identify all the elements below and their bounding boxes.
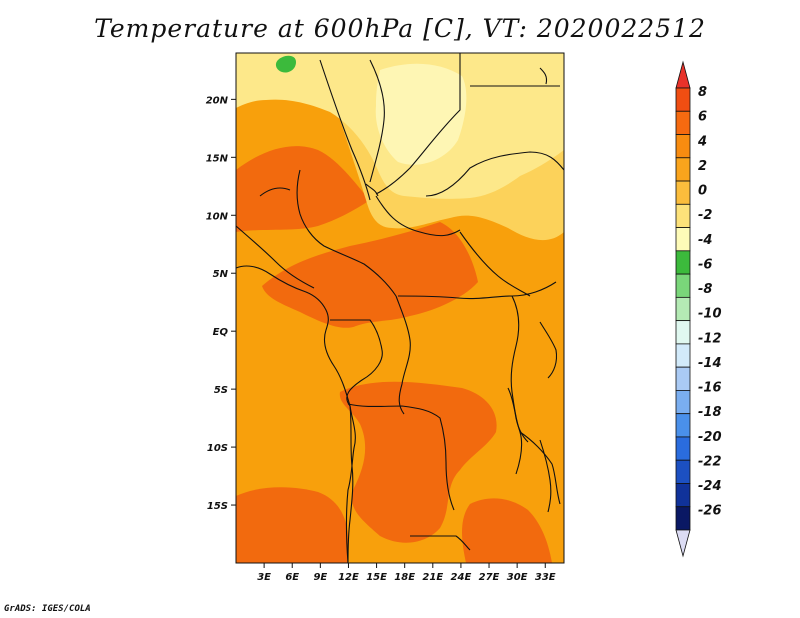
colorbar-label: -2 xyxy=(698,208,712,223)
field-layer-warm4-southeast xyxy=(462,498,552,563)
colorbar-bottom-arrow xyxy=(675,529,691,558)
colorbar-swatch xyxy=(675,296,691,322)
border-line xyxy=(330,319,383,407)
colorbar-label: -12 xyxy=(698,331,722,346)
colorbar-swatch xyxy=(675,273,691,298)
colorbar-swatch xyxy=(675,203,691,228)
longitude-axis: 3E 6E 9E 12E 15E 18E 21E 24E 27E 30E 33E xyxy=(257,563,556,583)
lon-tick-label: 24E xyxy=(451,572,472,583)
border-line xyxy=(259,187,291,197)
colorbar-swatch xyxy=(675,436,691,461)
colorbar-top-arrow xyxy=(675,60,691,89)
border-line xyxy=(539,321,558,379)
border-line xyxy=(375,53,461,195)
border-line xyxy=(347,403,455,511)
colorbar-swatch xyxy=(675,506,691,531)
colorbar-swatch xyxy=(675,157,691,182)
colorbar-label: -16 xyxy=(698,381,722,396)
colorbar-label: -4 xyxy=(698,233,712,248)
field-layer-warm4-south xyxy=(339,381,497,543)
lake-outline xyxy=(365,183,379,197)
colorbar-label: -20 xyxy=(698,430,722,445)
lat-tick-label: 10N xyxy=(206,211,229,222)
colorbar-label: -26 xyxy=(698,504,722,519)
map-title: Temperature at 600hPa [C], VT: 202002251… xyxy=(94,14,706,43)
border-line xyxy=(235,225,315,289)
colorbar-swatch xyxy=(675,180,691,205)
map-frame xyxy=(235,52,565,564)
lat-tick-label: 10S xyxy=(207,443,228,454)
temperature-map: 20N 15N 10N 5N EQ 5S 10S 15S 3E 6E 9E 12E 15E 18E 21E… xyxy=(206,52,565,583)
border-line xyxy=(319,59,371,201)
colorbar-label: -8 xyxy=(698,282,712,297)
lake-outline xyxy=(507,387,529,443)
colorbar-label: -24 xyxy=(698,479,722,494)
colorbar-label: 4 xyxy=(697,134,707,149)
colorbar-swatch xyxy=(675,320,691,345)
border-line xyxy=(347,405,354,564)
colorbar-label: -6 xyxy=(698,257,712,272)
colorbar-label: 8 xyxy=(698,85,707,100)
border-line xyxy=(395,295,411,415)
colorbar-swatch xyxy=(675,87,691,112)
lon-tick-label: 27E xyxy=(479,572,500,583)
coastline xyxy=(235,265,356,564)
colorbar-swatch xyxy=(675,483,691,508)
colorbar-label: 6 xyxy=(698,110,707,125)
border-line xyxy=(369,59,385,183)
colorbar-label: 0 xyxy=(698,184,707,199)
country-borders xyxy=(235,53,565,564)
border-line xyxy=(410,535,471,551)
lon-tick-label: 30E xyxy=(507,572,528,583)
border-line xyxy=(510,295,523,475)
lon-tick-label: 21E xyxy=(422,572,443,583)
colorbar-swatch xyxy=(675,390,691,415)
border-line xyxy=(296,169,397,297)
colorbar-swatch xyxy=(675,227,691,252)
field-layer-green xyxy=(275,55,296,73)
colorbar-label: -22 xyxy=(698,454,722,469)
colorbar-label: -14 xyxy=(698,356,722,371)
border-line xyxy=(519,431,561,505)
field-layer-warm4-north xyxy=(236,146,370,232)
lat-tick-label: 15S xyxy=(207,501,228,512)
lon-tick-label: 12E xyxy=(338,572,359,583)
colorbar-swatch xyxy=(675,413,691,438)
lake-outline xyxy=(539,439,552,513)
colorbar-label: -10 xyxy=(698,307,722,322)
lon-tick-label: 18E xyxy=(394,572,415,583)
lon-tick-label: 6E xyxy=(285,572,299,583)
field-layer-minus4 xyxy=(375,63,467,165)
border-line xyxy=(425,151,565,197)
colorbar-swatch xyxy=(675,250,691,275)
border-line xyxy=(375,195,461,237)
lon-tick-label: 3E xyxy=(257,572,271,583)
latitude-axis: 20N 15N 10N 5N EQ 5S 10S 15S xyxy=(206,95,236,512)
field-layer-warm4-central xyxy=(262,222,478,328)
colorbar-label: -18 xyxy=(698,405,722,420)
lon-tick-label: 33E xyxy=(535,572,556,583)
lat-tick-label: EQ xyxy=(213,327,229,338)
border-line xyxy=(397,281,557,300)
lon-tick-label: 15E xyxy=(366,572,387,583)
colorbar: 8 6 4 2 0 -2 -4 -6 -8 -10 -12 -14 -16 -18 -20 -22 -24 -26 xyxy=(675,60,722,558)
lat-tick-label: 5S xyxy=(214,385,228,396)
lat-tick-label: 5N xyxy=(213,269,229,280)
colorbar-swatch xyxy=(675,366,691,391)
colorbar-swatch xyxy=(675,110,691,135)
field-layer-warm4-southwest xyxy=(236,487,348,563)
lat-tick-label: 20N xyxy=(206,95,229,106)
colorbar-swatch xyxy=(675,343,691,368)
grads-credit: GrADS: IGES/COLA xyxy=(4,604,91,614)
colorbar-swatch xyxy=(675,134,691,159)
lake-outline xyxy=(539,67,548,85)
colorbar-swatch xyxy=(675,459,691,484)
colorbar-label: 2 xyxy=(698,159,707,174)
border-line xyxy=(459,231,531,297)
lat-tick-label: 15N xyxy=(206,153,229,164)
lon-tick-label: 9E xyxy=(313,572,327,583)
